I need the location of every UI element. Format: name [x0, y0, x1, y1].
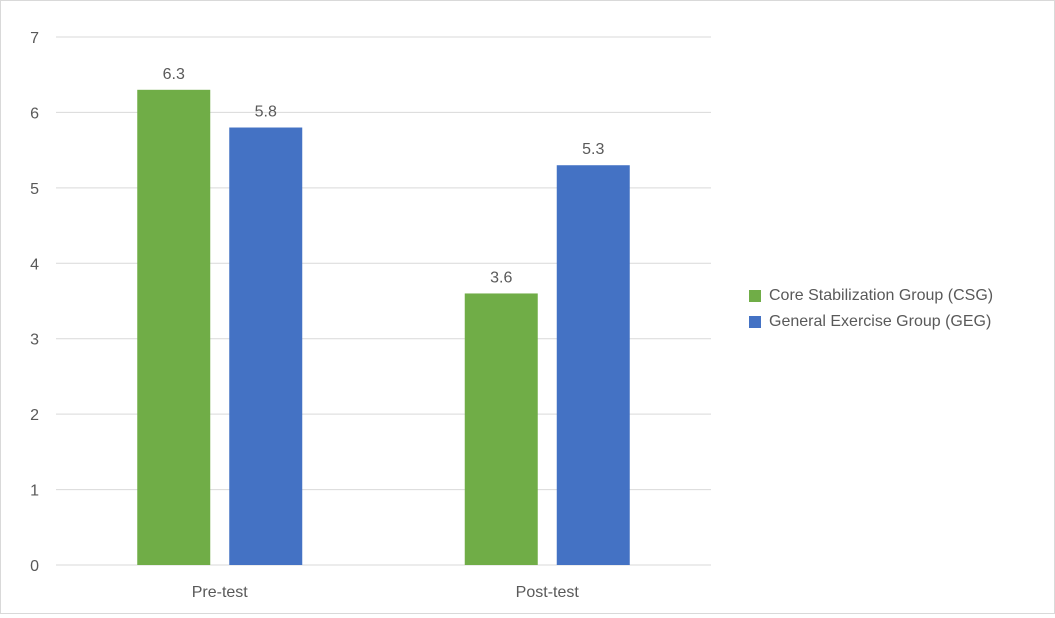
y-tick-label: 3 [30, 332, 39, 349]
data-label: 5.3 [582, 141, 604, 158]
legend-label-geg: General Exercise Group (GEG) [769, 313, 992, 330]
bar-pre-test-series-0 [137, 89, 211, 566]
legend-label-csg: Core Stabilization Group (CSG) [769, 287, 994, 304]
y-tick-label: 2 [30, 407, 39, 424]
legend-item-geg: General Exercise Group (GEG) [749, 309, 993, 335]
y-tick-label: 0 [30, 558, 39, 575]
data-label: 3.6 [490, 269, 512, 286]
x-category-label: Pre-test [192, 584, 249, 601]
x-category-label: Post-test [516, 584, 580, 601]
legend-item-csg: Core Stabilization Group (CSG) [749, 283, 993, 309]
bar-post-test-series-0 [464, 293, 538, 565]
y-tick-label: 4 [30, 256, 39, 273]
bar-pre-test-series-1 [229, 127, 303, 565]
legend-swatch-csg [749, 290, 761, 302]
y-tick-label: 5 [30, 181, 39, 198]
data-label: 6.3 [163, 66, 185, 83]
bar-post-test-series-1 [556, 165, 630, 565]
legend: Core Stabilization Group (CSG) General E… [749, 283, 993, 335]
y-tick-label: 6 [30, 105, 39, 122]
y-tick-label: 1 [30, 483, 39, 500]
y-tick-label: 7 [30, 30, 39, 47]
data-label: 5.8 [255, 104, 277, 121]
legend-swatch-geg [749, 316, 761, 328]
